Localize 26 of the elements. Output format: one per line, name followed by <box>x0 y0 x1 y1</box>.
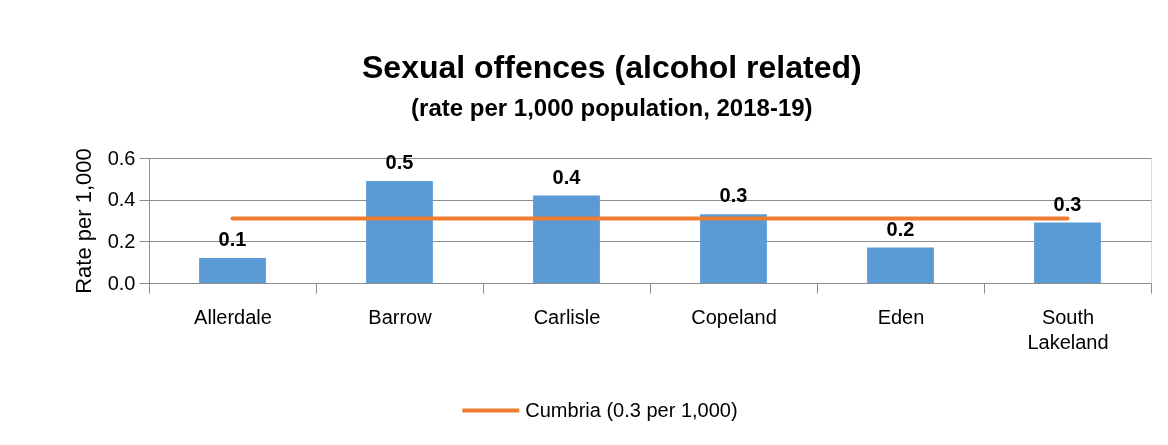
y-axis-title: Rate per 1,000 <box>70 148 96 294</box>
chart-title: Sexual offences (alcohol related) <box>362 48 862 85</box>
bar <box>1034 222 1101 283</box>
bar <box>199 258 266 283</box>
y-tick-label: 0.6 <box>107 146 136 169</box>
bar <box>533 195 600 283</box>
y-tick-label: 0.2 <box>107 229 136 252</box>
data-label: 0.1 <box>218 228 247 250</box>
bar <box>700 214 767 283</box>
data-label: 0.2 <box>886 217 915 240</box>
x-tick-label: Barrow <box>368 305 433 328</box>
x-tick-label: Allerdale <box>194 305 272 328</box>
x-tick-label: Eden <box>877 305 925 328</box>
x-tick-label: South Lakeland <box>1027 305 1109 353</box>
y-tick-label: 0.0 <box>107 271 136 294</box>
bar <box>867 247 934 283</box>
data-label: 0.5 <box>385 150 414 173</box>
chart-subtitle: (rate per 1,000 population, 2018-19) <box>411 93 813 121</box>
x-tick-label: Carlisle <box>533 305 601 328</box>
data-label: 0.4 <box>552 165 582 188</box>
data-label: 0.3 <box>1053 192 1082 215</box>
legend-label: Cumbria (0.3 per 1,000) <box>525 398 738 421</box>
y-tick-label: 0.4 <box>107 188 136 211</box>
x-tick-label: Copeland <box>691 305 777 328</box>
bar <box>366 180 433 283</box>
data-label: 0.3 <box>719 184 748 207</box>
